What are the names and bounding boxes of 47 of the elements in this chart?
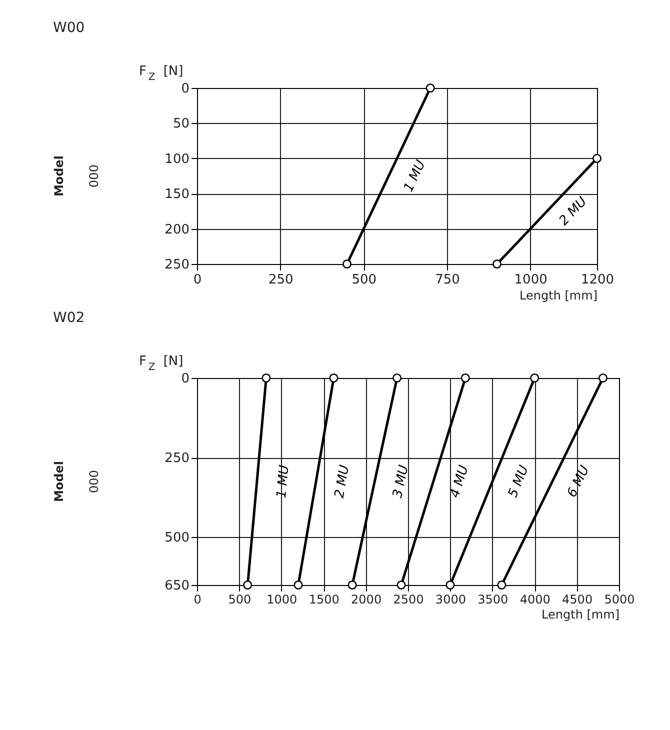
x-tick-label: 3000 <box>435 592 466 606</box>
text: Model <box>52 155 66 197</box>
y-tick-label: 0 <box>181 372 190 386</box>
x-tick-label: 5000 <box>604 592 635 606</box>
text: 1 MU <box>401 158 430 194</box>
x-tick-label: 4000 <box>520 592 550 606</box>
text: 000 <box>87 164 101 188</box>
x-tick-label: 500 <box>228 592 252 606</box>
text: 1 MU <box>274 464 292 499</box>
x-tick-label: 1000 <box>514 272 548 288</box>
text: Model <box>52 460 66 502</box>
text: 5 MU <box>506 463 532 500</box>
y-tick-label: 0 <box>181 82 190 96</box>
text: 6 MU <box>564 463 594 500</box>
x-tick-label: 750 <box>435 272 460 288</box>
point <box>342 259 352 269</box>
x-axis-title: Length [mm] <box>542 608 620 622</box>
x-tick-label: 1500 <box>308 592 340 606</box>
x-tick-label: 2000 <box>351 592 382 606</box>
text: W02 <box>53 310 85 326</box>
y-tick-label: 250 <box>164 258 190 272</box>
x-tick-label: 500 <box>352 272 377 288</box>
text: 2 MU <box>332 464 353 500</box>
x-tick-label: 0 <box>194 592 202 606</box>
x-axis-title: Length [mm] <box>520 288 598 302</box>
x-tick-label: 4500 <box>562 592 593 606</box>
y-tick-label: 100 <box>164 152 190 167</box>
text: 3 MU <box>390 463 412 500</box>
x-tick-label: 1000 <box>266 592 298 606</box>
x-tick-label: 1200 <box>580 272 614 288</box>
point <box>592 154 602 163</box>
text: W00 <box>53 20 85 36</box>
y-tick-label: 150 <box>164 187 190 202</box>
text: 4 MU <box>448 463 472 500</box>
x-tick-label: 0 <box>193 272 202 288</box>
y-tick-label: 200 <box>164 222 190 238</box>
y-tick-label: 50 <box>172 116 190 132</box>
y-tick-label: 650 <box>164 578 190 594</box>
x-tick-label: 2500 <box>393 592 424 606</box>
y-tick-label: 250 <box>164 451 190 466</box>
point <box>492 259 502 269</box>
x-tick-label: 3500 <box>478 592 508 606</box>
y-tick-label: 500 <box>164 530 190 546</box>
point <box>426 83 435 93</box>
text: 000 <box>87 470 101 493</box>
text: 2 MU <box>556 194 591 229</box>
x-tick-label: 250 <box>268 272 294 288</box>
